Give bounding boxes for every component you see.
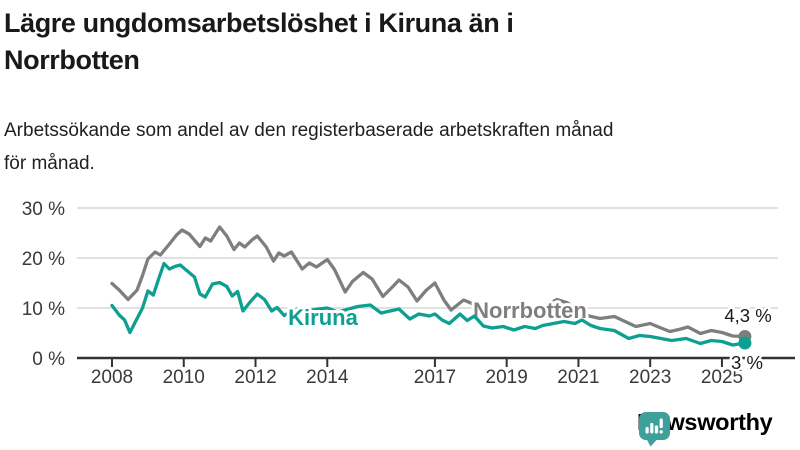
- y-tick-label: 20 %: [22, 249, 65, 270]
- norrbotten-line: [110, 225, 747, 339]
- kiruna-series-label: Kiruna: [288, 305, 358, 330]
- kiruna-line: [110, 261, 747, 347]
- norrbotten-end-value-label: 4,3 %: [724, 305, 771, 326]
- x-tick-label: 2010: [163, 367, 205, 388]
- x-tick-label: 2019: [486, 367, 528, 388]
- x-tick-label: 2021: [557, 367, 599, 388]
- kiruna-end-dot: [738, 336, 752, 350]
- x-tick-label: 2014: [306, 367, 349, 388]
- newsworthy-logo: Newsworthy: [637, 409, 773, 447]
- x-tick-label: 2025: [701, 367, 743, 388]
- kiruna-end-value-label: 3 %: [731, 352, 763, 373]
- x-tick-label: 2008: [91, 367, 133, 388]
- newsworthy-bar-chart-bubble-icon: [639, 412, 670, 447]
- y-tick-label: 30 %: [22, 199, 65, 220]
- title-line-2: Norrbotten: [4, 45, 140, 75]
- chart-subtitle: Arbetssökande som andel av den registerb…: [4, 114, 784, 180]
- page-title: Lägre ungdomsarbetslöshet i Kiruna än i …: [4, 5, 784, 79]
- title-line-1: Lägre ungdomsarbetslöshet i Kiruna än i: [4, 8, 514, 38]
- x-tick-label: 2017: [414, 367, 456, 388]
- norrbotten-series-label: Norrbotten: [473, 298, 587, 323]
- subtitle-line-2: för månad.: [4, 153, 95, 174]
- y-tick-label: 0 %: [32, 349, 65, 370]
- y-tick-label: 10 %: [22, 299, 65, 320]
- subtitle-line-1: Arbetssökande som andel av den registerb…: [4, 120, 614, 141]
- x-tick-label: 2012: [234, 367, 276, 388]
- x-tick-label: 2023: [629, 367, 671, 388]
